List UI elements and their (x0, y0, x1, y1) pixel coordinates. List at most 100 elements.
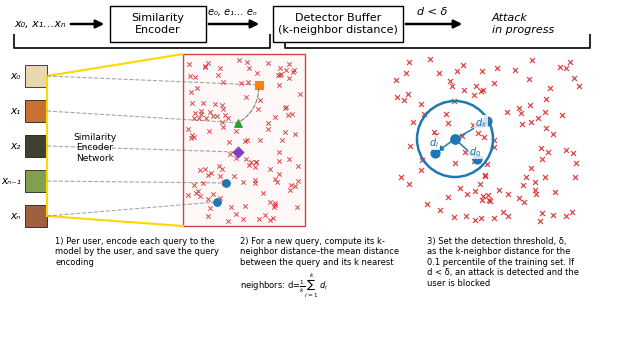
Point (480, 172, 490, 178)
Point (545, 85, 555, 90)
Point (477, 193, 488, 198)
Text: . . .: . . . (483, 211, 495, 220)
Point (541, 96, 551, 101)
Point (482, 161, 492, 166)
Point (525, 165, 536, 170)
Point (200, 63, 211, 68)
Point (488, 137, 499, 142)
Point (233, 120, 243, 126)
Point (252, 70, 262, 76)
Point (287, 111, 297, 117)
Point (274, 159, 284, 164)
Point (449, 98, 459, 104)
Point (230, 128, 241, 133)
Point (540, 109, 550, 115)
Point (211, 101, 221, 106)
Point (190, 110, 200, 116)
Point (518, 183, 528, 188)
Point (470, 189, 480, 194)
Point (403, 91, 413, 96)
Point (484, 197, 495, 203)
Text: Attack
in progress: Attack in progress (492, 13, 554, 35)
Point (489, 80, 499, 86)
Point (270, 203, 280, 208)
Point (292, 204, 302, 210)
Point (484, 198, 495, 204)
Point (193, 189, 204, 194)
Point (203, 173, 213, 178)
Point (223, 116, 233, 121)
Point (561, 147, 571, 152)
Point (530, 188, 540, 193)
Point (234, 57, 244, 63)
Point (216, 119, 227, 125)
Point (195, 111, 205, 117)
Point (262, 120, 273, 125)
Point (265, 166, 275, 171)
Point (461, 213, 471, 219)
Point (208, 192, 218, 197)
Text: e₀, e₁… eₙ: e₀, e₁… eₙ (207, 7, 257, 17)
Point (442, 195, 452, 200)
Point (215, 65, 225, 71)
Point (262, 60, 273, 65)
Point (470, 217, 480, 223)
Point (517, 121, 527, 127)
Point (447, 84, 458, 89)
Point (270, 201, 280, 206)
Point (200, 65, 210, 70)
Point (257, 191, 268, 196)
Point (233, 149, 243, 155)
Point (266, 200, 276, 205)
Point (250, 164, 260, 169)
Point (557, 112, 567, 118)
Point (230, 155, 241, 160)
Point (189, 115, 200, 121)
Bar (25, 135, 47, 157)
Point (452, 68, 462, 74)
Point (566, 209, 577, 215)
Point (493, 187, 504, 192)
Point (195, 167, 205, 173)
Point (203, 197, 213, 202)
Point (182, 126, 193, 131)
Point (290, 131, 300, 137)
Point (502, 109, 512, 115)
Point (570, 174, 580, 179)
Point (443, 120, 453, 126)
Point (529, 180, 540, 185)
Point (457, 133, 467, 139)
Point (254, 217, 264, 222)
Point (477, 68, 487, 74)
Bar (25, 65, 47, 87)
Text: xₙ: xₙ (11, 211, 21, 221)
Point (561, 65, 571, 71)
Point (289, 68, 300, 73)
Point (251, 159, 261, 164)
Point (225, 151, 235, 156)
Point (537, 210, 547, 216)
Point (503, 213, 513, 218)
Point (524, 76, 534, 82)
Point (211, 114, 221, 119)
Point (200, 166, 210, 172)
Point (568, 151, 578, 156)
Point (498, 209, 508, 214)
Point (218, 80, 228, 85)
Point (518, 200, 529, 205)
Point (480, 173, 490, 179)
Point (236, 80, 246, 85)
Text: $d_i$: $d_i$ (429, 136, 439, 150)
Point (405, 143, 415, 149)
Point (460, 87, 470, 92)
FancyBboxPatch shape (273, 6, 403, 42)
Point (404, 60, 414, 65)
Point (285, 187, 296, 193)
Point (202, 116, 212, 121)
Point (219, 180, 229, 186)
Point (219, 180, 229, 185)
Point (276, 72, 287, 77)
Point (246, 159, 256, 164)
Point (241, 94, 251, 100)
Point (419, 111, 429, 117)
